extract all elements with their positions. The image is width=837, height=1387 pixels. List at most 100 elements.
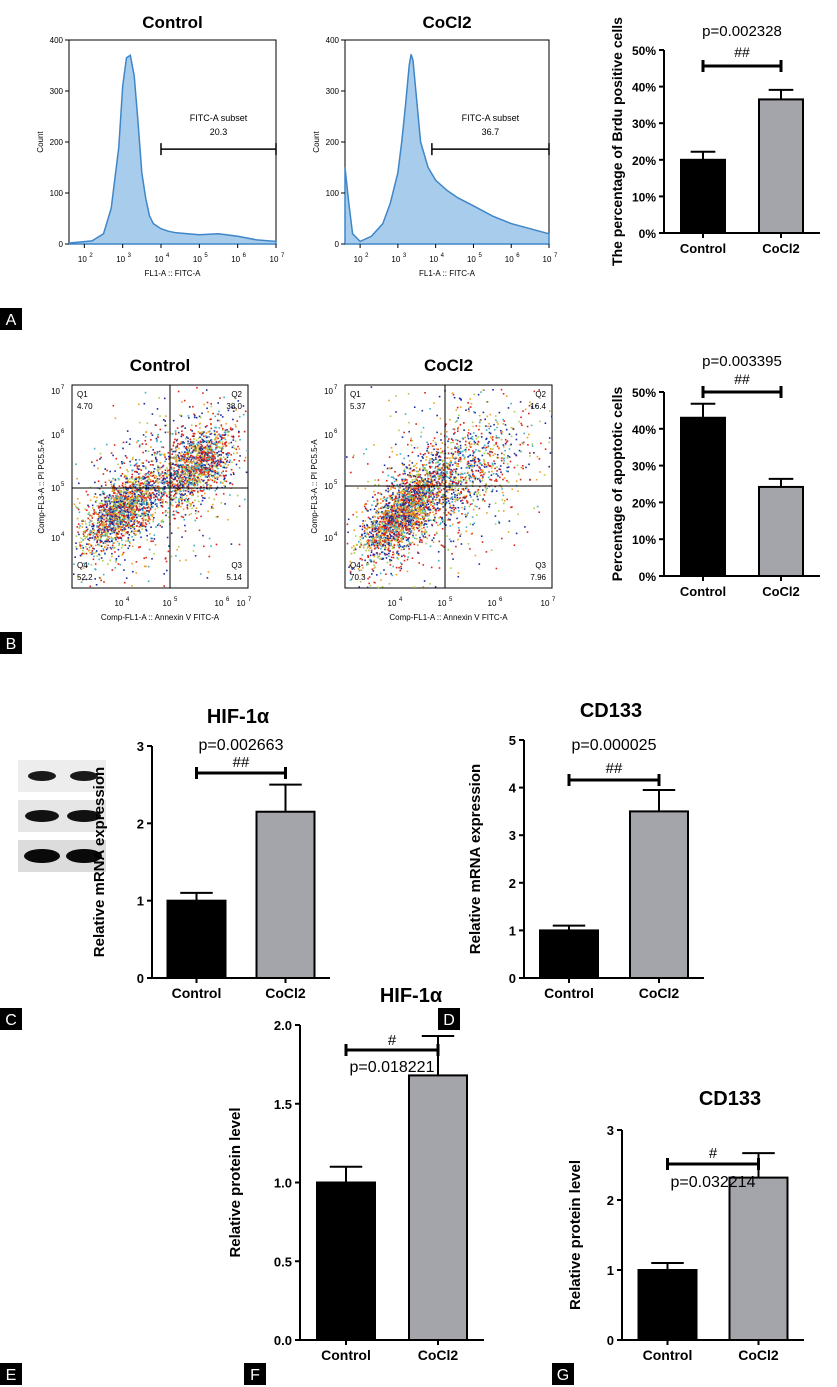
scatter-point — [392, 530, 394, 532]
scatter-point — [229, 427, 232, 429]
scatter-point — [148, 517, 150, 520]
scatter-point — [148, 470, 150, 473]
x-tick-label: CoCl2 — [418, 1347, 459, 1363]
scatter-point — [138, 458, 141, 461]
scatter-point — [361, 554, 364, 556]
scatter-point — [204, 474, 207, 476]
x-tick-exponent: 3 — [128, 253, 132, 259]
scatter-point — [158, 453, 161, 455]
scatter-point — [389, 550, 391, 552]
scatter-point — [170, 468, 173, 470]
scatter-point — [110, 508, 112, 511]
scatter-point — [391, 519, 393, 521]
y-tick-label: 1 — [137, 894, 144, 909]
scatter-point — [195, 510, 197, 512]
scatter-point — [157, 472, 160, 474]
scatter-point — [181, 485, 184, 488]
scatter-point — [140, 514, 143, 516]
scatter-point — [160, 480, 163, 482]
scatter-point — [424, 514, 427, 517]
scatter-point — [192, 466, 195, 469]
scatter-point — [192, 432, 195, 435]
scatter-point — [168, 463, 170, 465]
scatter-point — [376, 510, 378, 512]
scatter-point — [103, 509, 106, 511]
scatter-point — [88, 519, 91, 521]
scatter-point — [423, 516, 425, 519]
scatter-point — [189, 462, 191, 464]
scatter-point — [104, 500, 106, 503]
scatter-point — [413, 510, 415, 513]
scatter-point — [413, 526, 415, 529]
scatter-point — [197, 448, 200, 450]
quadrant-value: 5.14 — [226, 573, 242, 582]
scatter-point — [196, 462, 199, 464]
scatter-point — [435, 485, 438, 488]
scatter-point — [199, 436, 201, 438]
scatter-point — [153, 470, 155, 473]
scatter-point — [422, 503, 424, 505]
scatter-point — [163, 490, 165, 493]
scatter-point — [403, 509, 406, 512]
scatter-point — [125, 489, 128, 492]
scatter-point — [396, 519, 398, 521]
scatter-point — [116, 509, 119, 512]
scatter-point — [376, 504, 378, 507]
scatter-point — [153, 482, 155, 484]
scatter-point — [78, 502, 81, 504]
scatter-point — [388, 489, 390, 492]
scatter-point — [116, 513, 118, 515]
scatter-point — [217, 472, 220, 475]
scatter-point — [89, 552, 92, 554]
scatter-point — [395, 512, 397, 515]
scatter-point — [166, 480, 168, 483]
scatter-point — [135, 572, 138, 574]
scatter-point — [131, 505, 133, 507]
scatter-point — [428, 484, 430, 486]
scatter-point — [128, 498, 131, 501]
scatter-point — [150, 496, 152, 498]
scatter-point — [196, 484, 199, 487]
scatter-point — [183, 474, 186, 476]
scatter-point — [197, 491, 199, 494]
scatter-point — [426, 537, 429, 540]
scatter-point — [231, 406, 234, 409]
scatter-point — [237, 431, 240, 434]
scatter-point — [207, 411, 209, 413]
scatter-point — [143, 565, 146, 568]
scatter-point — [115, 516, 117, 519]
scatter-point — [98, 511, 101, 514]
scatter-point — [176, 492, 178, 495]
scatter-point — [198, 473, 201, 476]
scatter-point — [162, 479, 164, 482]
scatter-point — [382, 529, 385, 531]
scatter-point — [205, 435, 207, 437]
y-tick-label: 20% — [632, 154, 656, 168]
scatter-point — [173, 497, 176, 500]
scatter-point — [153, 493, 155, 496]
scatter-point — [154, 487, 157, 490]
scatter-point — [167, 469, 169, 472]
scatter-point — [85, 552, 88, 555]
scatter-point — [88, 549, 91, 551]
scatter-point — [84, 531, 86, 534]
scatter-point — [89, 499, 92, 502]
scatter-point — [161, 482, 164, 485]
scatter-point — [112, 404, 115, 407]
scatter-point — [198, 477, 201, 480]
scatter-point — [417, 527, 419, 530]
scatter-point — [227, 454, 230, 456]
scatter-point — [404, 508, 407, 510]
scatter-point — [109, 509, 111, 512]
scatter-point — [196, 483, 199, 486]
scatter-point — [191, 445, 194, 448]
scatter-point — [448, 477, 451, 479]
scatter-point — [228, 452, 230, 455]
scatter-point — [376, 500, 379, 503]
scatter-point — [192, 475, 195, 477]
scatter-point — [145, 473, 147, 475]
scatter-point — [204, 460, 207, 462]
scatter-point — [168, 481, 170, 484]
scatter-point — [432, 462, 434, 464]
scatter-point — [170, 482, 172, 484]
